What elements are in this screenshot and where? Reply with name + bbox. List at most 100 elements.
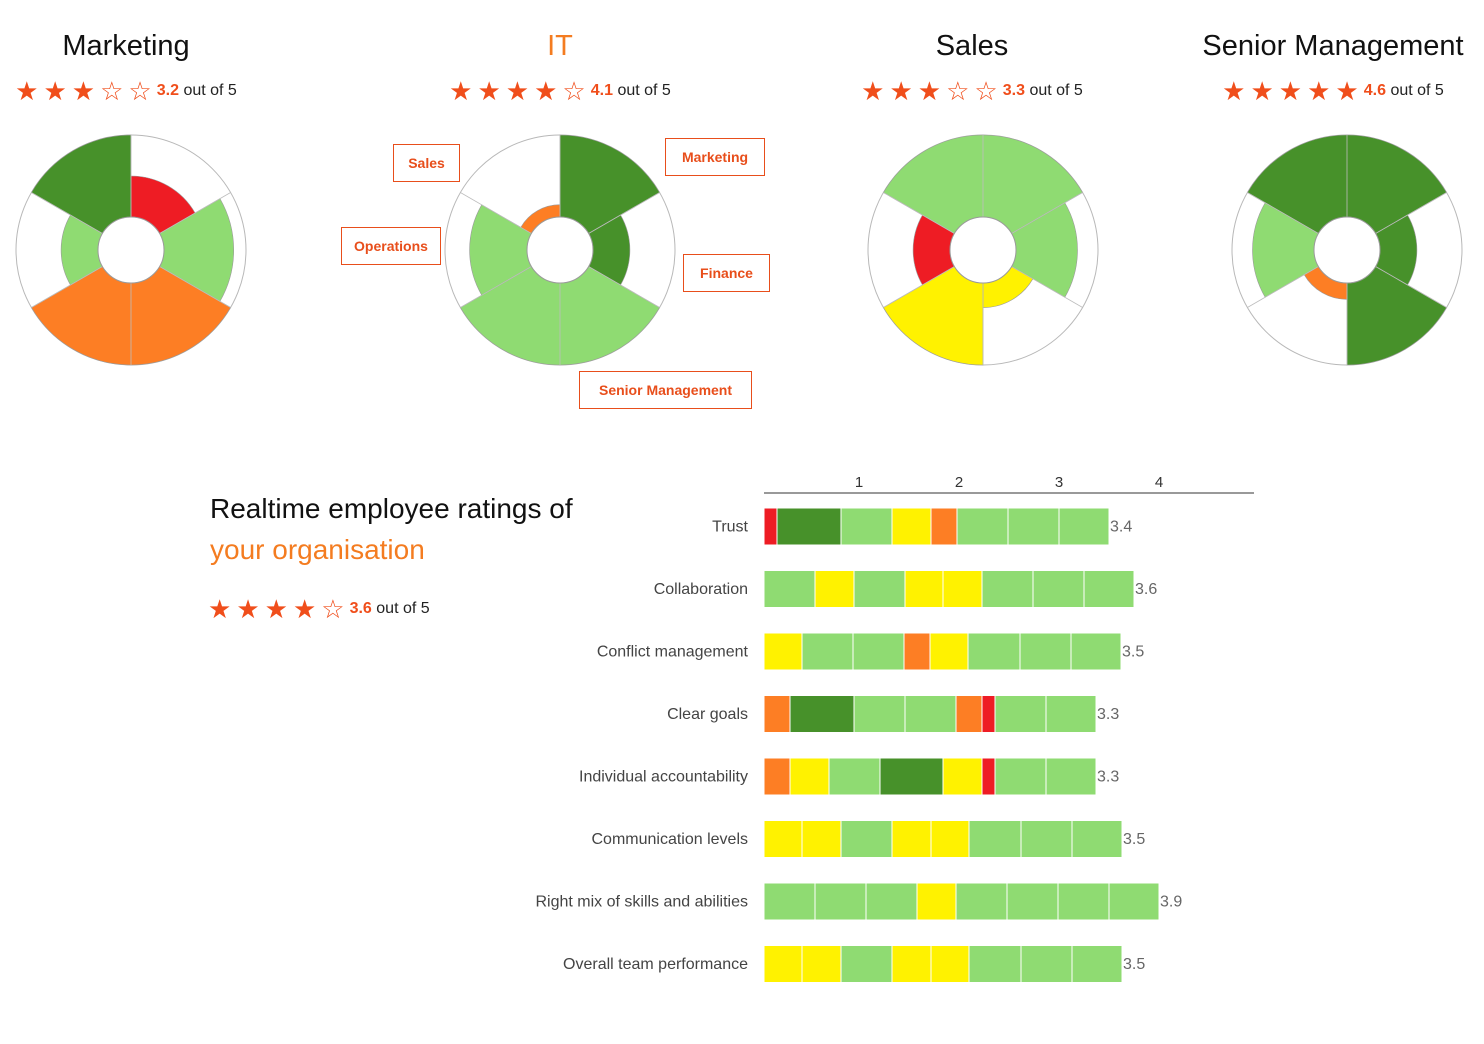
org-rating: ★ ★ ★ ★ ☆ 3.6 out of 5: [208, 596, 430, 622]
dept-rating: ★ ★ ★ ☆ ☆ 3.3 out of 5: [822, 78, 1122, 104]
bar-segment[interactable]: [789, 695, 855, 733]
bar-segment[interactable]: [789, 757, 830, 796]
bar-segment[interactable]: [930, 820, 970, 858]
bar-segment[interactable]: [763, 570, 816, 608]
bar-segment[interactable]: [763, 632, 803, 671]
bar-segment[interactable]: [967, 632, 1021, 671]
star-empty-icon: ☆: [321, 594, 345, 624]
bar-segment[interactable]: [956, 507, 1009, 546]
bar-segment[interactable]: [1070, 632, 1122, 671]
bar-segment[interactable]: [955, 882, 1008, 921]
bar-segment[interactable]: [828, 757, 881, 796]
category-label: Right mix of skills and abilities: [535, 894, 748, 911]
bar-segment[interactable]: [904, 695, 957, 733]
bar-segment[interactable]: [763, 820, 803, 858]
star-filled-icon: ★: [236, 594, 260, 624]
bar-segment[interactable]: [891, 507, 932, 546]
dept-panel-it: IT ★ ★ ★ ★ ☆ 4.1 out of 5: [410, 0, 710, 420]
rating-value: 3.2: [156, 82, 179, 99]
department-ring-chart: [867, 134, 1099, 366]
callout-sales[interactable]: Sales: [393, 144, 460, 182]
bar-segment[interactable]: [840, 507, 893, 546]
bar-segment[interactable]: [1020, 945, 1073, 983]
callout-marketing[interactable]: Marketing: [665, 138, 765, 176]
bar-segment[interactable]: [1071, 820, 1123, 858]
bar-segment[interactable]: [1020, 820, 1073, 858]
star-filled-icon: ★: [449, 76, 473, 106]
bar-segment[interactable]: [1019, 632, 1072, 671]
bar-segment[interactable]: [840, 945, 893, 983]
bar-segment[interactable]: [1108, 882, 1160, 921]
callout-operations[interactable]: Operations: [341, 227, 441, 265]
star-filled-icon: ★: [43, 76, 67, 106]
ring-center-hole: [526, 216, 594, 284]
bar-segment[interactable]: [930, 945, 970, 983]
star-filled-icon: ★: [71, 76, 96, 106]
bar-segment[interactable]: [776, 507, 842, 546]
bar-segment[interactable]: [968, 820, 1022, 858]
bar-segment[interactable]: [865, 882, 918, 921]
bar-segment[interactable]: [801, 632, 854, 671]
bar-segment[interactable]: [763, 695, 791, 733]
bar-segment[interactable]: [1032, 570, 1085, 608]
star-empty-icon: ☆: [128, 76, 152, 106]
bar-segment[interactable]: [1058, 507, 1110, 546]
bar-segment[interactable]: [916, 882, 957, 921]
bar-segment[interactable]: [981, 695, 996, 733]
star-filled-icon: ★: [917, 76, 942, 106]
ring-divider: [588, 192, 660, 234]
ring-divider: [460, 192, 532, 234]
bar-segment[interactable]: [942, 570, 983, 608]
star-filled-icon: ★: [208, 594, 232, 624]
star-rating: ★ ★ ★ ★ ☆: [208, 596, 350, 622]
bar-segment[interactable]: [994, 757, 1047, 796]
bar-segment[interactable]: [1071, 945, 1123, 983]
bar-segment[interactable]: [904, 570, 944, 608]
bar-segment[interactable]: [1045, 757, 1097, 796]
bar-segment[interactable]: [814, 882, 867, 921]
star-filled-icon: ★: [1250, 76, 1274, 106]
star-filled-icon: ★: [1307, 76, 1331, 106]
bar-segment[interactable]: [1057, 882, 1110, 921]
bar-segment[interactable]: [879, 757, 944, 796]
bar-segment[interactable]: [981, 757, 996, 796]
bar-value-label: 3.3: [1097, 706, 1119, 723]
x-tick-label: 2: [955, 474, 963, 491]
star-filled-icon: ★: [15, 76, 39, 106]
bar-segment[interactable]: [968, 945, 1022, 983]
bar-segment[interactable]: [1083, 570, 1135, 608]
star-rating: ★ ★ ★ ☆ ☆: [861, 78, 1003, 104]
ring-divider: [883, 192, 955, 234]
callout-finance[interactable]: Finance: [683, 254, 770, 292]
bar-segment[interactable]: [814, 570, 855, 608]
bar-segment[interactable]: [852, 632, 905, 671]
bar-segment[interactable]: [840, 820, 893, 858]
bar-segment[interactable]: [1045, 695, 1097, 733]
bar-segment[interactable]: [891, 820, 932, 858]
bar-segment[interactable]: [801, 945, 842, 983]
bar-segment[interactable]: [853, 695, 906, 733]
bar-segment[interactable]: [801, 820, 842, 858]
bar-segment[interactable]: [930, 507, 958, 546]
ring-divider: [1247, 266, 1319, 308]
bar-segment[interactable]: [981, 570, 1034, 608]
dept-panel-senior-management: Senior Management ★ ★ ★ ★ ★ 4.6 out of 5: [1183, 0, 1483, 420]
bar-segment[interactable]: [763, 757, 791, 796]
ring-center-hole: [1313, 216, 1381, 284]
bar-segment[interactable]: [955, 695, 983, 733]
bar-segment[interactable]: [1007, 507, 1060, 546]
callout-senior-management[interactable]: Senior Management: [579, 371, 752, 409]
bar-segment[interactable]: [929, 632, 969, 671]
dept-panel-sales: Sales ★ ★ ★ ☆ ☆ 3.3 out of 5: [822, 0, 1122, 420]
category-label: Overall team performance: [563, 956, 748, 973]
bar-segment[interactable]: [942, 757, 983, 796]
bar-segment[interactable]: [853, 570, 906, 608]
bar-segment[interactable]: [763, 945, 803, 983]
bar-segment[interactable]: [763, 507, 778, 546]
bar-segment[interactable]: [1006, 882, 1059, 921]
bar-segment[interactable]: [763, 882, 816, 921]
bar-segment[interactable]: [994, 695, 1047, 733]
star-filled-icon: ★: [292, 594, 317, 624]
bar-segment[interactable]: [891, 945, 932, 983]
bar-segment[interactable]: [903, 632, 931, 671]
